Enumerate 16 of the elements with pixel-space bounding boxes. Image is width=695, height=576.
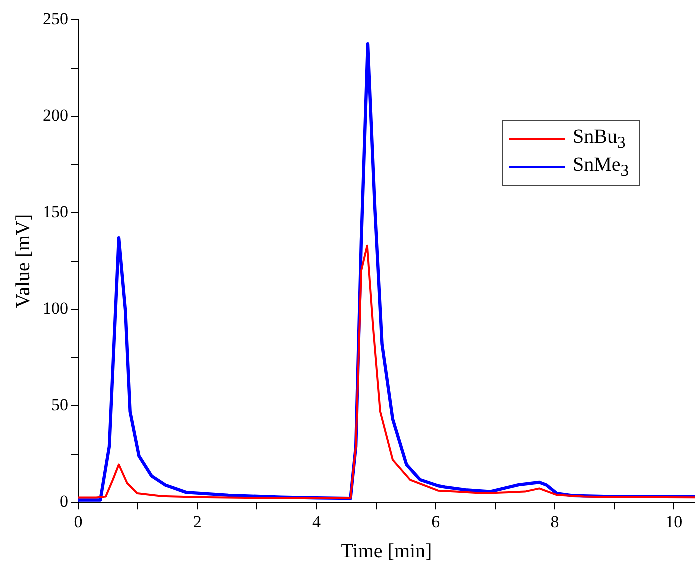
y-tick-label: 0	[60, 492, 68, 512]
x-tick-label: 10	[666, 512, 683, 532]
y-tick-label: 200	[43, 106, 68, 125]
legend-label: SnMe$_{3}$	[573, 154, 630, 180]
x-tick-label: 8	[550, 512, 560, 532]
legend-label: SnBu$_{3}$	[573, 126, 626, 152]
x-tick-label: 4	[312, 512, 322, 532]
x-tick-label: 2	[193, 512, 202, 532]
x-axis-title: Time [min]	[341, 540, 432, 562]
x-tick-label: 6	[432, 512, 440, 532]
y-tick-label: 100	[43, 299, 68, 318]
y-tick-label: 250	[43, 9, 68, 28]
y-tick-label: 50	[52, 396, 68, 415]
y-axis-title: Value [mV]	[12, 214, 34, 308]
y-tick-label: 150	[43, 202, 68, 222]
x-tick-label: 0	[74, 512, 83, 532]
